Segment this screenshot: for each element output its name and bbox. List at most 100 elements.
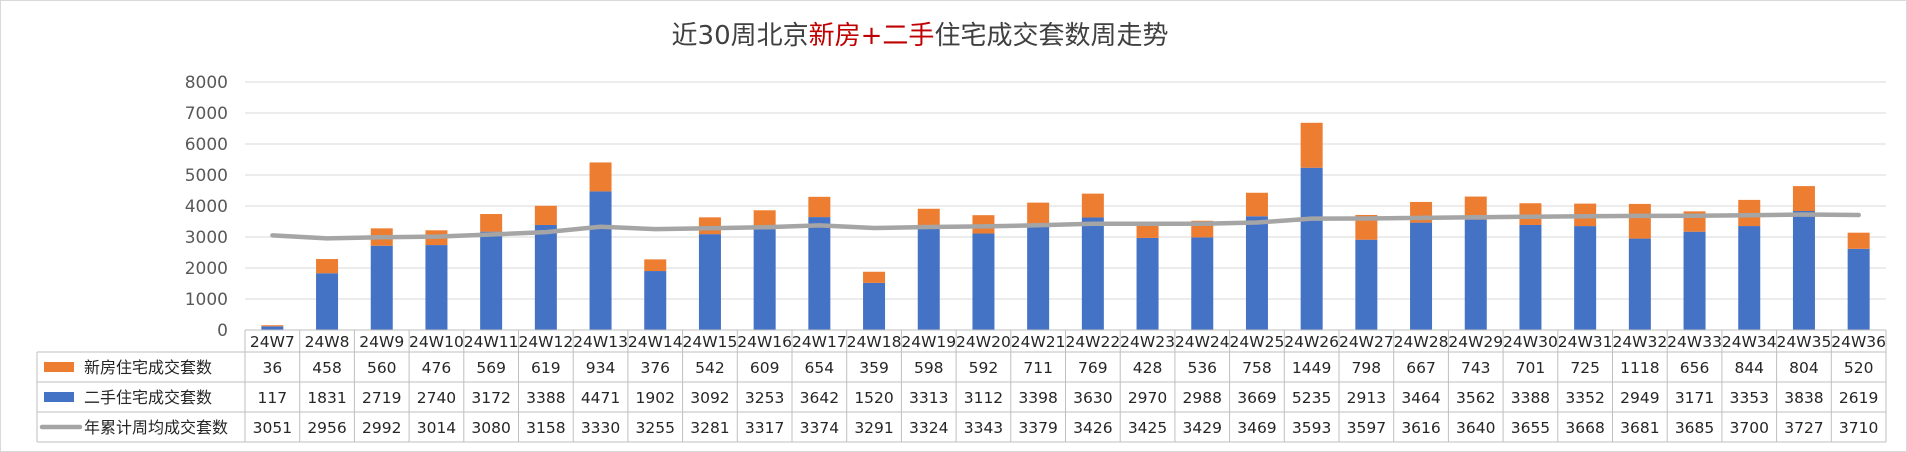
bar-secondhand xyxy=(1628,238,1651,330)
table-cell-new-homes: 536 xyxy=(1187,359,1217,377)
x-category-label: 24W9 xyxy=(359,333,404,351)
table-cell-new-homes: 598 xyxy=(914,359,944,377)
bar-new-homes xyxy=(1245,192,1268,217)
table-cell-average: 3640 xyxy=(1456,419,1495,437)
x-category-label: 24W14 xyxy=(628,333,683,351)
table-cell-average: 3374 xyxy=(800,419,839,437)
bar-secondhand xyxy=(753,229,776,330)
bar-secondhand xyxy=(1027,224,1050,330)
table-cell-average: 3593 xyxy=(1292,419,1331,437)
table-cell-new-homes: 560 xyxy=(367,359,397,377)
x-category-label: 24W11 xyxy=(464,333,519,351)
bar-new-homes xyxy=(808,196,831,218)
table-cell-average: 3685 xyxy=(1675,419,1714,437)
bar-new-homes xyxy=(1136,224,1159,238)
table-cell-average: 2992 xyxy=(362,419,401,437)
y-tick-label: 5000 xyxy=(185,166,228,186)
y-tick-label: 7000 xyxy=(185,104,228,124)
x-category-label: 24W22 xyxy=(1065,333,1120,351)
table-cell-new-homes: 934 xyxy=(586,359,616,377)
x-category-label: 24W26 xyxy=(1284,333,1339,351)
table-cell-average: 3727 xyxy=(1784,419,1823,437)
table-cell-secondhand: 3253 xyxy=(745,389,784,407)
table-cell-new-homes: 376 xyxy=(640,359,670,377)
table-cell-average: 3655 xyxy=(1511,419,1550,437)
average-line-path xyxy=(270,212,1861,241)
bar-secondhand xyxy=(1464,219,1487,330)
bar-new-homes xyxy=(480,214,503,232)
table-cell-secondhand: 4471 xyxy=(581,389,620,407)
table-cell-secondhand: 2949 xyxy=(1620,389,1659,407)
table-cell-new-homes: 804 xyxy=(1789,359,1819,377)
table-cell-new-homes: 711 xyxy=(1023,359,1053,377)
x-category-label: 24W23 xyxy=(1120,333,1175,351)
bar-secondhand xyxy=(917,227,940,330)
table-cell-secondhand: 3669 xyxy=(1237,389,1276,407)
bar-new-homes xyxy=(589,162,612,192)
bar-secondhand xyxy=(1792,211,1815,330)
table-cell-new-homes: 520 xyxy=(1844,359,1874,377)
table-cell-secondhand: 2988 xyxy=(1183,389,1222,407)
bar-new-homes xyxy=(1847,232,1870,249)
x-category-label: 24W18 xyxy=(847,333,902,351)
bar-secondhand xyxy=(1519,224,1542,330)
table-cell-average: 3597 xyxy=(1347,419,1386,437)
x-category-label: 24W7 xyxy=(250,333,295,351)
x-category-label: 24W31 xyxy=(1558,333,1613,351)
table-cell-new-homes: 743 xyxy=(1461,359,1491,377)
bar-new-homes xyxy=(1300,122,1323,168)
bar-secondhand xyxy=(1191,237,1214,330)
bar-secondhand xyxy=(1574,226,1597,330)
table-cell-new-homes: 1449 xyxy=(1292,359,1331,377)
table-cell-secondhand: 117 xyxy=(258,389,288,407)
bar-secondhand xyxy=(808,217,831,330)
bar-new-homes xyxy=(753,210,776,230)
x-category-label: 24W12 xyxy=(518,333,573,351)
legend-swatch-new-homes xyxy=(44,362,74,372)
table-cell-secondhand: 3092 xyxy=(690,389,729,407)
table-cell-secondhand: 2913 xyxy=(1347,389,1386,407)
x-category-label: 24W32 xyxy=(1612,333,1667,351)
table-cell-secondhand: 3388 xyxy=(526,389,565,407)
bar-secondhand xyxy=(480,231,503,330)
table-cell-average: 2956 xyxy=(307,419,346,437)
table-cell-average: 3681 xyxy=(1620,419,1659,437)
bar-secondhand xyxy=(1136,237,1159,330)
table-cell-secondhand: 3352 xyxy=(1565,389,1604,407)
bar-secondhand xyxy=(1410,222,1433,330)
table-cell-secondhand: 3398 xyxy=(1018,389,1057,407)
bar-new-homes xyxy=(917,208,940,228)
bar-secondhand xyxy=(1245,216,1268,330)
table-cell-new-homes: 701 xyxy=(1516,359,1546,377)
x-category-label: 24W19 xyxy=(901,333,956,351)
x-category-label: 24W10 xyxy=(409,333,464,351)
table-cell-new-homes: 769 xyxy=(1078,359,1108,377)
bar-secondhand xyxy=(1355,239,1378,330)
legend-swatch-secondhand xyxy=(44,392,74,402)
bar-secondhand xyxy=(863,282,886,330)
table-cell-secondhand: 1520 xyxy=(854,389,893,407)
table-cell-average: 3014 xyxy=(417,419,456,437)
bar-new-homes xyxy=(1792,186,1815,212)
table-cell-average: 3330 xyxy=(581,419,620,437)
bar-secondhand xyxy=(1683,231,1706,330)
bar-new-homes xyxy=(1355,214,1378,240)
bar-secondhand xyxy=(972,233,995,330)
table-cell-secondhand: 3838 xyxy=(1784,389,1823,407)
bar-new-homes xyxy=(261,325,284,327)
x-category-label: 24W16 xyxy=(737,333,792,351)
x-category-label: 24W20 xyxy=(956,333,1011,351)
table-cell-secondhand: 5235 xyxy=(1292,389,1331,407)
bar-new-homes xyxy=(1738,199,1761,227)
table-cell-average: 3281 xyxy=(690,419,729,437)
table-cell-secondhand: 2719 xyxy=(362,389,401,407)
table-cell-average: 3379 xyxy=(1018,419,1057,437)
x-category-label: 24W36 xyxy=(1831,333,1886,351)
x-category-label: 24W17 xyxy=(792,333,847,351)
x-category-label: 24W8 xyxy=(305,333,350,351)
x-category-label: 24W28 xyxy=(1394,333,1449,351)
legend-label-secondhand: 二手住宅成交套数 xyxy=(84,388,212,407)
bar-secondhand xyxy=(589,191,612,330)
y-tick-label: 4000 xyxy=(185,197,228,217)
